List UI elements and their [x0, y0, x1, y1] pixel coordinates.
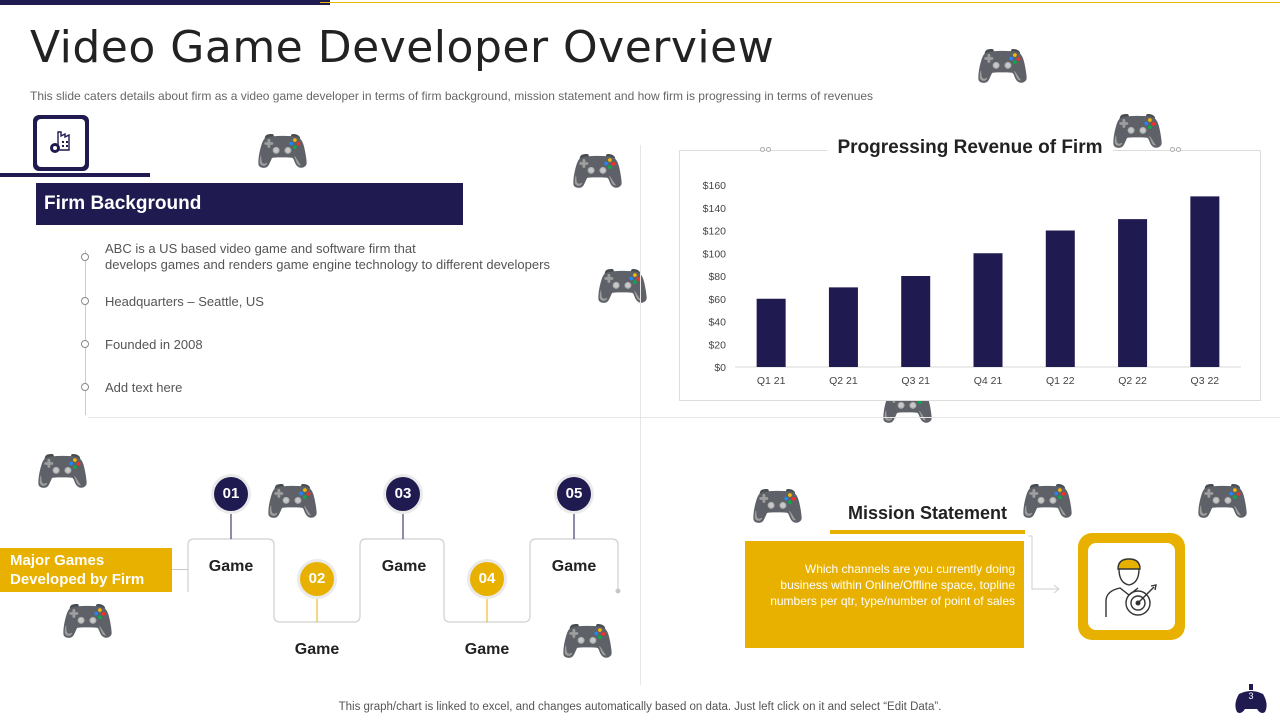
y-tick-label: $80 [708, 271, 726, 283]
y-tick-label: $40 [708, 317, 726, 329]
y-tick-label: $0 [714, 362, 726, 374]
chart-frame-dot [1170, 147, 1175, 152]
page-subtitle: This slide caters details about firm as … [30, 89, 874, 103]
revenue-bar[interactable] [973, 253, 1003, 367]
mission-title: Mission Statement [847, 503, 1008, 523]
game-label-03: Game [381, 558, 427, 575]
step-01-badge: 01 [214, 477, 248, 511]
mission-arrow-connector [1028, 535, 1060, 594]
horizontal-divider [88, 417, 1280, 418]
bullet-timeline [85, 250, 86, 415]
bullet-text: Founded in 2008 [105, 337, 203, 352]
revenue-bar[interactable] [1045, 230, 1075, 368]
x-tick-label: Q3 22 [1191, 375, 1220, 387]
x-tick-label: Q3 21 [901, 375, 930, 387]
x-tick-label: Q1 22 [1046, 375, 1075, 387]
major-games-label: Major Games Developed by Firm [0, 548, 172, 592]
mission-text-box: Which channels are you currently doing b… [745, 541, 1024, 648]
gamepad-page-icon [1235, 684, 1267, 713]
page-title: Video Game Developer Overview [30, 22, 775, 73]
bullet-marker [81, 297, 89, 305]
top-accent-bar [0, 0, 330, 5]
revenue-bar[interactable] [1190, 196, 1220, 367]
bullet-text-line: develops games and renders game engine t… [105, 257, 550, 272]
step-04-badge: 04 [470, 562, 504, 596]
revenue-bar[interactable] [828, 287, 858, 367]
target-person-icon-box [1078, 533, 1185, 640]
x-tick-label: Q4 21 [974, 375, 1003, 387]
revenue-bar-chart[interactable]: $0 $20 $40 $60 $80 $100 $120 $140 $160 Q1 21 Q2 21… [679, 150, 1261, 401]
chart-frame-dot [760, 147, 765, 152]
game-label-05: Game [551, 558, 597, 575]
y-tick-label: $140 [703, 203, 727, 215]
section-underline [0, 173, 150, 177]
mission-underline [830, 530, 1025, 534]
bullet-text: Add text here [105, 380, 183, 395]
revenue-bar[interactable] [1118, 219, 1148, 367]
y-tick-label: $160 [703, 180, 727, 192]
y-tick-label: $100 [703, 248, 727, 260]
game-label-01: Game [208, 558, 254, 575]
firm-background-header: Firm Background [36, 183, 463, 225]
chart-frame-dot [1176, 147, 1181, 152]
target-person-icon [1104, 557, 1157, 617]
step-05-badge: 05 [557, 477, 591, 511]
x-tick-label: Q2 22 [1118, 375, 1147, 387]
bullet-marker [81, 253, 89, 261]
step-02-badge: 02 [300, 562, 334, 596]
game-label-04: Game [464, 641, 510, 658]
bullet-text: Headquarters – Seattle, US [105, 294, 264, 309]
y-tick-label: $20 [708, 339, 726, 351]
connector-line [172, 569, 188, 570]
footer-note: This graph/chart is linked to excel, and… [338, 701, 942, 713]
bullet-text-line: ABC is a US based video game and softwar… [105, 241, 416, 256]
chart-title-text: Progressing Revenue of Firm [827, 137, 1113, 158]
y-tick-label: $60 [708, 294, 726, 306]
top-accent-line [320, 2, 1280, 3]
x-tick-label: Q2 21 [829, 375, 858, 387]
x-tick-label: Q1 21 [757, 375, 786, 387]
revenue-bar[interactable] [901, 276, 931, 367]
bullet-marker [81, 340, 89, 348]
chart-title: Progressing Revenue of Firm [679, 137, 1261, 159]
step-03-badge: 03 [386, 477, 420, 511]
revenue-bar[interactable] [756, 298, 786, 367]
y-tick-label: $120 [703, 226, 727, 238]
game-label-02: Game [294, 641, 340, 658]
factory-gear-icon [50, 131, 70, 153]
bullet-text: ABC is a US based video game and softwar… [105, 241, 550, 273]
factory-gear-icon-box [33, 115, 89, 171]
chart-frame-dot [766, 147, 771, 152]
page-number: 3 [1248, 691, 1254, 701]
vertical-divider [640, 145, 641, 685]
bullet-marker [81, 383, 89, 391]
